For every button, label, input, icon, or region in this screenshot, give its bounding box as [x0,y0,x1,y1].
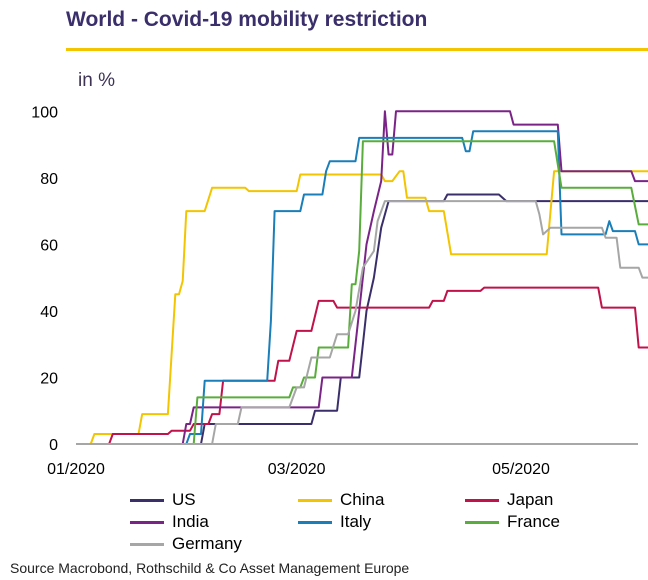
x-tick-label-05-2020: 05/2020 [492,461,550,478]
series-line-italy [76,130,648,445]
y-tick-label-20: 20 [40,370,58,387]
chart-title: World - Covid-19 mobility restriction [66,8,428,31]
series-line-germany [76,200,648,445]
y-tick-label-40: 40 [40,304,58,321]
y-tick-label-100: 100 [31,104,58,121]
y-tick-label-0: 0 [49,437,58,454]
y-tick-label-60: 60 [40,237,58,254]
source-note: Source Macrobond, Rothschild & Co Asset … [10,560,410,576]
y-tick-label-80: 80 [40,171,58,188]
series-line-japan [76,286,648,445]
series-line-france [76,140,648,445]
series-line-us [76,193,648,445]
y-axis-unit-label: in % [78,70,115,91]
x-tick-label-01-2020: 01/2020 [47,461,105,478]
x-tick-label-03-2020: 03/2020 [268,461,326,478]
title-underline [66,48,648,51]
